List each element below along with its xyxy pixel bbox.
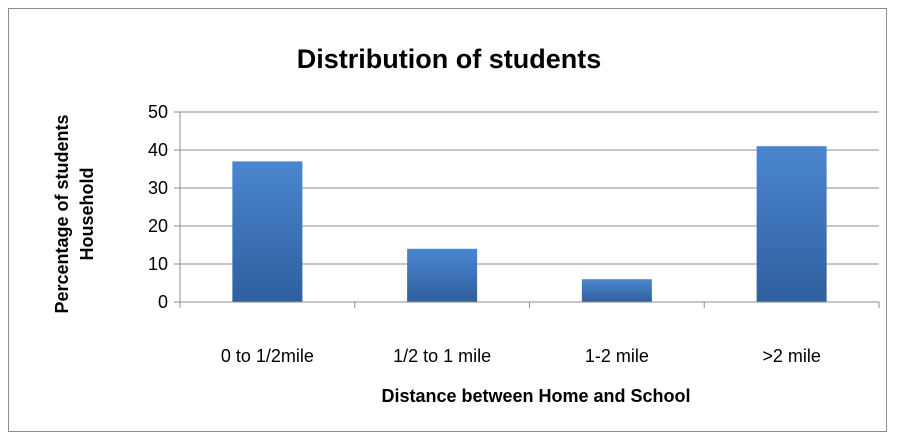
y-tick-label: 50: [148, 102, 168, 122]
y-axis-title-line-1: Percentage of students: [52, 114, 72, 313]
bar: [756, 146, 827, 302]
chart-container: Distribution of students 0 10 20 30 40 50 0 t…: [8, 8, 887, 432]
bar: [581, 279, 652, 302]
y-tick-label: 0: [158, 292, 168, 312]
y-axis-title: Percentage of students Household: [52, 114, 97, 313]
y-axis-ticks: 0 10 20 30 40 50: [148, 102, 180, 312]
x-tick-label: 1-2 mile: [585, 346, 649, 366]
bar: [407, 248, 478, 302]
y-axis-title-line-2: Household: [77, 168, 97, 261]
y-tick-label: 40: [148, 140, 168, 160]
bar-chart: Distribution of students 0 10 20 30 40 50 0 t…: [52, 44, 880, 406]
x-tick-label: >2 mile: [762, 346, 821, 366]
y-tick-label: 30: [148, 178, 168, 198]
x-axis-ticks: 0 to 1/2mile 1/2 to 1 mile 1-2 mile >2 mile: [179, 302, 880, 366]
chart-title: Distribution of students: [297, 44, 601, 74]
y-tick-label: 20: [148, 216, 168, 236]
x-tick-label: 1/2 to 1 mile: [393, 346, 491, 366]
x-tick-label: 0 to 1/2mile: [221, 346, 314, 366]
y-tick-label: 10: [148, 254, 168, 274]
bar: [232, 161, 303, 302]
x-axis-title: Distance between Home and School: [381, 386, 690, 406]
bars: [232, 146, 827, 302]
